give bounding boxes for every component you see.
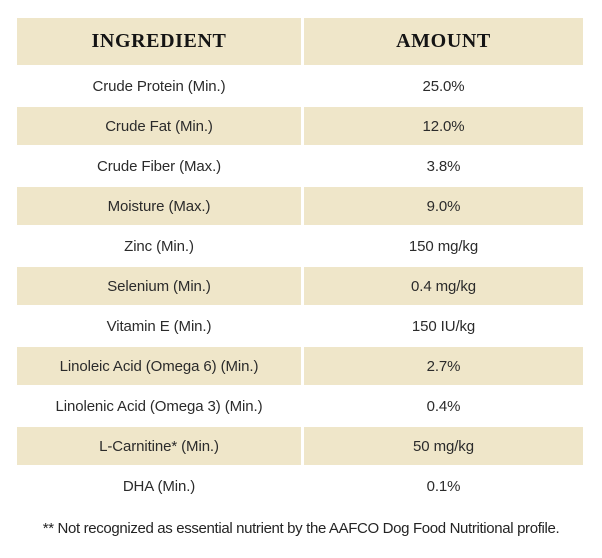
header-ingredient: INGREDIENT xyxy=(17,18,301,65)
amount-cell: 50 mg/kg xyxy=(304,427,583,465)
ingredient-cell: Crude Protein (Min.) xyxy=(17,67,301,105)
amount-cell: 9.0% xyxy=(304,187,583,225)
table-row: Moisture (Max.) 9.0% xyxy=(17,187,583,225)
table-body: Crude Protein (Min.) 25.0% Crude Fat (Mi… xyxy=(17,67,583,505)
amount-cell: 3.8% xyxy=(304,147,583,185)
amount-cell: 150 mg/kg xyxy=(304,227,583,265)
table-header-row: INGREDIENT AMOUNT xyxy=(17,18,583,65)
amount-cell: 12.0% xyxy=(304,107,583,145)
table-row: Crude Fat (Min.) 12.0% xyxy=(17,107,583,145)
ingredient-cell: DHA (Min.) xyxy=(17,467,301,505)
footnote: ** Not recognized as essential nutrient … xyxy=(42,520,560,537)
table-row: Crude Protein (Min.) 25.0% xyxy=(17,67,583,105)
ingredient-cell: Selenium (Min.) xyxy=(17,267,301,305)
nutrition-table: INGREDIENT AMOUNT Crude Protein (Min.) 2… xyxy=(17,18,583,507)
ingredient-cell: Crude Fat (Min.) xyxy=(17,107,301,145)
ingredient-cell: Crude Fiber (Max.) xyxy=(17,147,301,185)
amount-cell: 150 IU/kg xyxy=(304,307,583,345)
amount-cell: 0.4% xyxy=(304,387,583,425)
ingredient-cell: Linolenic Acid (Omega 3) (Min.) xyxy=(17,387,301,425)
table-row: Crude Fiber (Max.) 3.8% xyxy=(17,147,583,185)
amount-cell: 2.7% xyxy=(304,347,583,385)
table-row: Selenium (Min.) 0.4 mg/kg xyxy=(17,267,583,305)
ingredient-cell: Zinc (Min.) xyxy=(17,227,301,265)
table-row: Linolenic Acid (Omega 3) (Min.) 0.4% xyxy=(17,387,583,425)
table-row: L-Carnitine* (Min.) 50 mg/kg xyxy=(17,427,583,465)
ingredient-cell: L-Carnitine* (Min.) xyxy=(17,427,301,465)
table-row: DHA (Min.) 0.1% xyxy=(17,467,583,505)
table-row: Zinc (Min.) 150 mg/kg xyxy=(17,227,583,265)
ingredient-cell: Linoleic Acid (Omega 6) (Min.) xyxy=(17,347,301,385)
header-amount: AMOUNT xyxy=(304,18,583,65)
amount-cell: 25.0% xyxy=(304,67,583,105)
amount-cell: 0.4 mg/kg xyxy=(304,267,583,305)
ingredient-cell: Moisture (Max.) xyxy=(17,187,301,225)
ingredient-cell: Vitamin E (Min.) xyxy=(17,307,301,345)
table-row: Vitamin E (Min.) 150 IU/kg xyxy=(17,307,583,345)
table-row: Linoleic Acid (Omega 6) (Min.) 2.7% xyxy=(17,347,583,385)
amount-cell: 0.1% xyxy=(304,467,583,505)
